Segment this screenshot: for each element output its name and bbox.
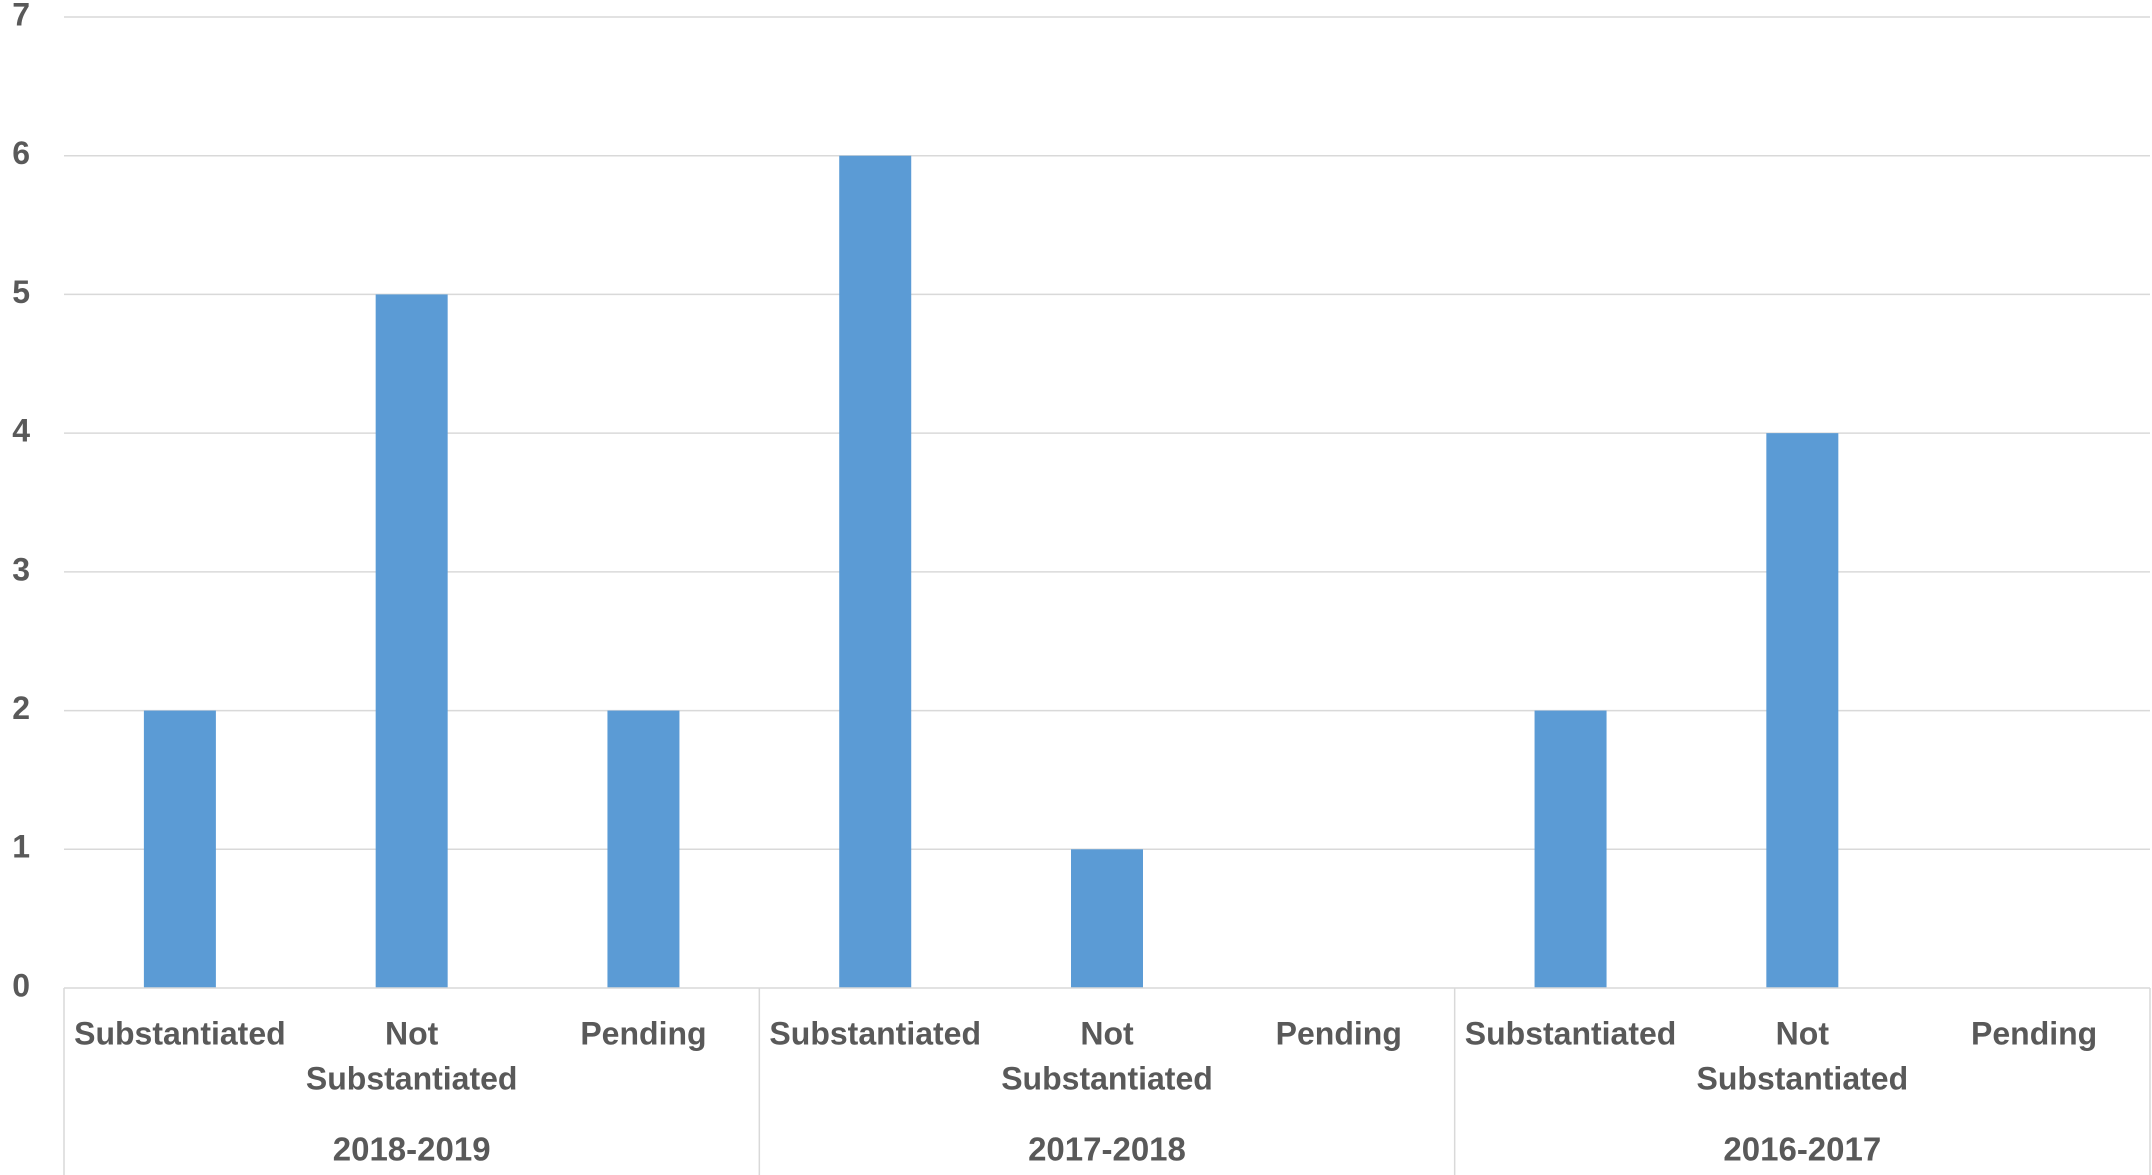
bar — [1071, 849, 1143, 988]
x-axis-group-labels: 2018-2019 2017-2018 2016-2017 — [333, 1131, 1881, 1168]
x-category-label: Not — [1776, 1015, 1830, 1051]
y-axis-tick-labels: 0 1 2 3 4 5 6 7 — [12, 0, 30, 1003]
y-tick-label: 0 — [12, 967, 30, 1003]
x-category-label: Substantiated — [1465, 1015, 1677, 1051]
y-tick-label: 5 — [12, 274, 30, 310]
x-category-label: Substantiated — [769, 1015, 981, 1051]
x-category-label: Pending — [1971, 1015, 2097, 1051]
x-category-label: Substantiated — [1001, 1060, 1213, 1096]
bar — [143, 710, 216, 988]
x-group-label: 2017-2018 — [1028, 1131, 1186, 1168]
x-category-label: Pending — [580, 1015, 706, 1051]
x-group-label: 2016-2017 — [1723, 1131, 1881, 1168]
bar — [839, 155, 912, 988]
bar — [1534, 710, 1607, 988]
bar — [375, 294, 448, 988]
y-tick-label: 7 — [12, 0, 30, 32]
x-category-label: Substantiated — [74, 1015, 286, 1051]
x-category-label: Substantiated — [306, 1060, 518, 1096]
y-tick-label: 4 — [12, 413, 30, 449]
y-tick-label: 3 — [12, 551, 30, 587]
x-axis — [63, 987, 2151, 1175]
bar — [1766, 433, 1839, 989]
y-tick-label: 1 — [12, 829, 30, 865]
x-category-label: Pending — [1276, 1015, 1402, 1051]
x-category-label: Substantiated — [1697, 1060, 1909, 1096]
x-axis-category-labels: Substantiated Not Substantiated Pending Subs… — [74, 1015, 2097, 1096]
y-tick-label: 6 — [12, 135, 30, 171]
bar — [607, 710, 680, 988]
x-category-label: Not — [1080, 1015, 1134, 1051]
y-tick-label: 2 — [12, 690, 30, 726]
bars — [143, 155, 1839, 989]
x-group-label: 2018-2019 — [333, 1131, 491, 1168]
x-category-label: Not — [385, 1015, 439, 1051]
